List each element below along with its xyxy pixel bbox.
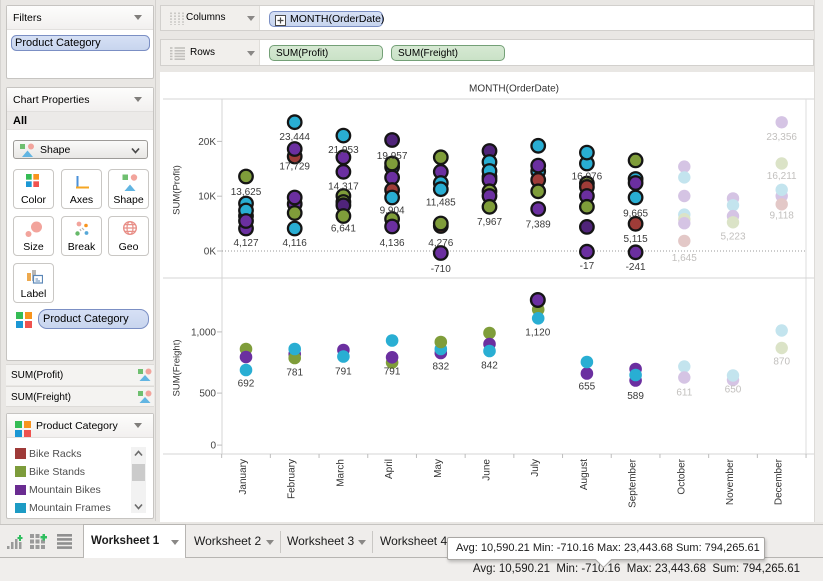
svg-text:4,276: 4,276 (428, 238, 453, 249)
svg-text:11,485: 11,485 (426, 198, 456, 209)
svg-text:17,729: 17,729 (279, 162, 310, 173)
svg-text:December: December (774, 458, 785, 505)
svg-text:9,665: 9,665 (623, 209, 648, 220)
svg-text:1,000: 1,000 (191, 327, 216, 338)
svg-text:September: September (628, 458, 639, 508)
svg-text:16,211: 16,211 (767, 171, 797, 182)
svg-text:791: 791 (384, 367, 401, 378)
svg-text:781: 781 (286, 368, 303, 379)
svg-text:14,317: 14,317 (328, 182, 359, 193)
svg-text:MONTH(OrderDate): MONTH(OrderDate) (469, 84, 559, 95)
svg-text:SUM(Freight): SUM(Freight) (172, 339, 183, 396)
svg-text:October: October (676, 458, 687, 494)
svg-text:10K: 10K (198, 192, 216, 203)
svg-text:20K: 20K (198, 137, 216, 148)
svg-text:9,118: 9,118 (770, 210, 795, 221)
svg-text:19,957: 19,957 (377, 151, 408, 162)
svg-text:7,967: 7,967 (477, 217, 502, 228)
svg-text:-710: -710 (431, 264, 451, 275)
svg-text:5,115: 5,115 (623, 234, 648, 245)
svg-text:August: August (579, 459, 590, 490)
svg-text:June: June (482, 459, 493, 481)
svg-text:589: 589 (627, 391, 644, 402)
svg-text:870: 870 (773, 357, 790, 368)
svg-text:February: February (287, 459, 298, 499)
svg-text:1,120: 1,120 (525, 328, 550, 339)
svg-text:-241: -241 (626, 262, 646, 273)
svg-text:500: 500 (199, 389, 216, 400)
svg-text:March: March (335, 459, 346, 487)
svg-text:SUM(Profit): SUM(Profit) (172, 165, 183, 215)
svg-text:November: November (725, 458, 736, 505)
svg-text:23,356: 23,356 (766, 132, 797, 143)
svg-text:0: 0 (210, 441, 216, 452)
svg-text:832: 832 (432, 362, 449, 373)
svg-text:0K: 0K (204, 247, 217, 258)
svg-text:655: 655 (579, 382, 596, 393)
svg-text:16,076: 16,076 (572, 172, 603, 183)
svg-text:1,645: 1,645 (672, 253, 697, 264)
svg-text:4,116: 4,116 (283, 238, 308, 249)
svg-text:7,389: 7,389 (526, 220, 551, 231)
svg-text:692: 692 (238, 379, 255, 390)
svg-text:-17: -17 (580, 261, 595, 272)
svg-text:May: May (433, 459, 444, 478)
svg-text:23,444: 23,444 (279, 132, 310, 143)
svg-text:842: 842 (481, 361, 498, 372)
svg-text:April: April (384, 459, 395, 479)
svg-text:5,223: 5,223 (720, 232, 745, 243)
svg-text:July: July (530, 459, 541, 477)
svg-text:21,953: 21,953 (328, 145, 359, 156)
svg-text:650: 650 (725, 385, 742, 396)
svg-text:4,127: 4,127 (233, 238, 258, 249)
svg-text:6,641: 6,641 (331, 224, 356, 235)
svg-text:January: January (238, 459, 249, 495)
svg-text:4,136: 4,136 (380, 238, 405, 249)
svg-text:13,625: 13,625 (231, 187, 262, 198)
svg-text:9,904: 9,904 (380, 206, 405, 217)
svg-text:611: 611 (676, 388, 692, 399)
svg-text:791: 791 (335, 367, 352, 378)
